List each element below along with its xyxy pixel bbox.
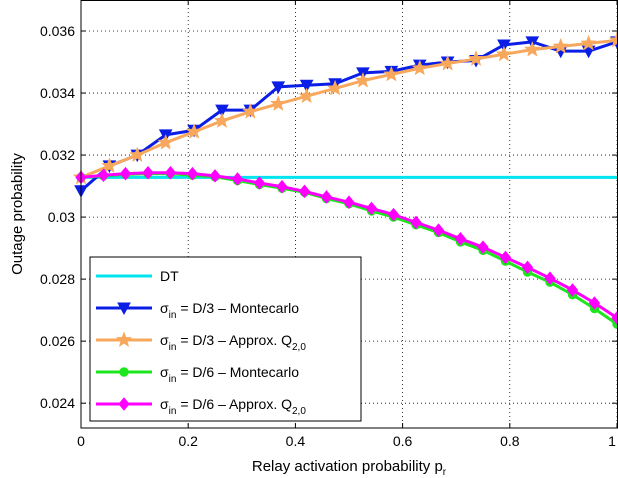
series-4-point (164, 165, 177, 180)
y-tick-label: 0.032 (40, 147, 75, 163)
series-2-point (185, 123, 203, 139)
series-1-point (299, 79, 314, 93)
legend-label-part: σ (160, 396, 169, 412)
series-4-point (566, 283, 579, 297)
series-4-point (477, 240, 489, 254)
series-2-point (552, 37, 570, 54)
series-4-point (454, 232, 467, 246)
legend-swatch-marker (119, 367, 129, 377)
series-group (72, 31, 618, 329)
series-2-point (383, 65, 400, 82)
legend-label-part: = D/6 – Approx. Q (176, 396, 292, 412)
series-1-point (215, 104, 229, 118)
legend-label-sub: in (169, 342, 177, 353)
series-4-point (209, 169, 221, 183)
series-4-point (231, 172, 244, 186)
x-tick-label: 0.8 (500, 433, 520, 449)
series-4-point (544, 271, 556, 285)
series-1-point (497, 39, 511, 53)
legend-label-part: = D/3 – Montecarlo (176, 300, 299, 316)
legend-label: σin = D/6 – Montecarlo (160, 364, 299, 385)
series-2-point (524, 40, 541, 57)
legend-label-part: = D/3 – Approx. Q (176, 332, 292, 348)
legend-item-2: σin = D/3 – Approx. Q2,0 (96, 331, 306, 353)
series-4-point (410, 215, 422, 230)
legend-item-3: σin = D/6 – Montecarlo (96, 364, 299, 385)
legend-label-sub: 2,0 (292, 342, 306, 353)
x-tick-label: 0.4 (286, 433, 306, 449)
legend-label-part: = D/6 – Montecarlo (176, 364, 299, 380)
legend-label: σin = D/6 – Approx. Q2,0 (160, 396, 306, 417)
legend-item-4: σin = D/6 – Approx. Q2,0 (96, 396, 306, 417)
legend-label-part: σ (160, 332, 169, 348)
series-4-point (253, 176, 266, 190)
series-2-point (101, 157, 118, 173)
series-4-point (298, 184, 311, 199)
series-2-point (439, 54, 456, 71)
series-4-point (432, 223, 445, 237)
legend-label-sub: in (169, 310, 177, 321)
x-tick-label: 1 (608, 433, 616, 449)
legend-swatch-marker (115, 331, 133, 348)
series-2-point (213, 112, 231, 129)
legend-swatch-marker (118, 397, 130, 411)
legend-swatch-marker (117, 302, 131, 316)
legend-label-sub: in (169, 406, 177, 417)
series-2-point (354, 71, 372, 88)
legend-label-part: DT (160, 268, 179, 284)
series-4-point (97, 168, 110, 183)
series-2-point (467, 50, 485, 66)
series-4-point (343, 195, 355, 209)
series-4-point (119, 166, 132, 181)
series-4-point (387, 207, 400, 222)
series-2-point (326, 79, 344, 96)
series-2-point (411, 59, 429, 76)
series-4-point (521, 260, 534, 275)
legend-label-part: σ (160, 300, 169, 316)
series-4-point (276, 179, 288, 194)
legend-label-part: σ (160, 364, 169, 380)
series-4-point (320, 190, 333, 204)
legend-label: DT (160, 268, 179, 284)
legend-label: σin = D/3 – Montecarlo (160, 300, 299, 321)
axis-ticks: 0 0.2 0.4 0.6 0.8 1 0.024 0.026 0.028 0.03 0.032 0.… (40, 0, 618, 449)
series-4-point (588, 296, 601, 310)
y-tick-label: 0.034 (40, 85, 75, 101)
series-2-point (580, 34, 597, 51)
y-tick-label: 0.024 (40, 395, 75, 411)
series-4-point (365, 201, 378, 216)
legend-label-sub: in (169, 374, 177, 385)
series-2-point (298, 87, 315, 104)
legend-item-0: DT (96, 268, 179, 284)
legend-label: σin = D/3 – Approx. Q2,0 (160, 332, 306, 353)
x-axis-label-main: Relay activation probability p (252, 458, 443, 475)
series-2-point (157, 133, 174, 150)
legend-label-sub: 2,0 (292, 406, 306, 417)
legend-item-1: σin = D/3 – Montecarlo (96, 300, 299, 321)
series-line-1 (80, 40, 618, 192)
x-axis-label: Relay activation probability pr (252, 458, 447, 478)
x-axis-label-sub: r (443, 467, 447, 478)
series-4-point (142, 165, 154, 180)
y-tick-label: 0.026 (40, 333, 75, 349)
x-tick-label: 0 (77, 433, 85, 449)
series-4-point (499, 250, 512, 265)
series-2-point (269, 95, 287, 111)
x-tick-label: 0.2 (178, 433, 198, 449)
series-2-point (495, 45, 513, 62)
y-axis-label: Outage probability (9, 153, 26, 275)
series-2-point (242, 102, 259, 119)
series-4 (75, 165, 618, 325)
x-tick-label: 0.6 (393, 433, 413, 449)
y-tick-label: 0.028 (40, 271, 75, 287)
series-2-point (128, 146, 146, 163)
y-tick-label: 0.036 (40, 23, 75, 39)
series-4-point (186, 166, 199, 181)
y-tick-label: 0.03 (48, 209, 75, 225)
series-1-point (271, 81, 286, 94)
